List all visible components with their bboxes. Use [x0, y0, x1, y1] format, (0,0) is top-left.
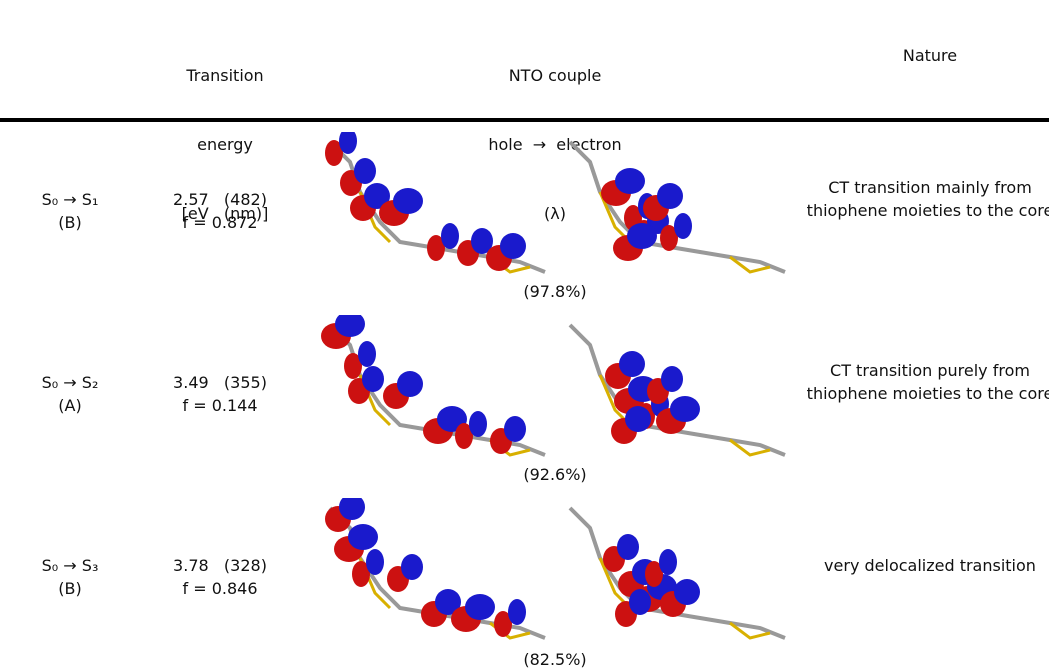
orbital-lobe: [358, 341, 376, 367]
orbital-lobe: [366, 549, 384, 575]
nature: CT transition purely from thiophene moie…: [805, 359, 1049, 405]
orbital-lobe: [670, 396, 700, 422]
orbital-lobe: [659, 549, 677, 575]
orbital-lobe: [657, 183, 683, 209]
energy: 3.78 (328): [173, 554, 267, 577]
orbital-lobe: [629, 589, 651, 615]
orbital-lobe: [508, 599, 526, 625]
orbital-lobe: [465, 594, 495, 620]
header-line: Transition: [182, 64, 269, 87]
molecule: [570, 142, 785, 272]
orbital-lobe: [441, 223, 459, 249]
nto-orbital: [560, 498, 790, 648]
symmetry: (B): [58, 577, 81, 600]
orbital-lobe: [674, 579, 700, 605]
page: {"header": {"energy": ["Transition", "en…: [0, 0, 1049, 671]
weight: (92.6%): [523, 463, 586, 486]
state: S₀ → S₁: [42, 188, 99, 211]
orbital-lobe: [625, 406, 651, 432]
oscillator-strength: f = 0.144: [182, 394, 257, 417]
orbital-lobe: [627, 223, 657, 249]
orbital-lobe: [362, 366, 384, 392]
orbital-lobe: [393, 188, 423, 214]
oscillator-strength: f = 0.846: [182, 577, 257, 600]
symmetry: (B): [58, 211, 81, 234]
nto-orbital: [560, 132, 790, 282]
orbital-lobe: [397, 371, 423, 397]
molecule: [570, 508, 785, 638]
state: S₀ → S₃: [42, 554, 99, 577]
weight: (97.8%): [523, 280, 586, 303]
nto-orbital: [320, 132, 550, 282]
orbital-lobe: [401, 554, 423, 580]
nto-orbital: [320, 315, 550, 465]
orbital-lobe: [504, 416, 526, 442]
symmetry: (A): [58, 394, 81, 417]
energy: 2.57 (482): [173, 188, 267, 211]
header-nature: Nature: [903, 44, 957, 67]
orbital-lobe: [615, 168, 645, 194]
state: S₀ → S₂: [42, 371, 99, 394]
nature: CT transition mainly from thiophene moie…: [805, 176, 1049, 222]
oscillator-strength: f = 0.872: [182, 211, 257, 234]
energy: 3.49 (355): [173, 371, 267, 394]
orbital-lobe: [617, 534, 639, 560]
header-line: NTO couple: [488, 64, 621, 87]
nto-orbital: [320, 498, 550, 648]
orbital-lobe: [500, 233, 526, 259]
header-line: energy: [182, 133, 269, 156]
orbital-lobe: [469, 411, 487, 437]
header-rule: [0, 118, 1049, 122]
nature: very delocalized transition: [805, 554, 1049, 577]
weight: (82.5%): [523, 648, 586, 671]
orbital-lobe: [661, 366, 683, 392]
page-body: Transition energy [eV (nm)] NTO couple h…: [0, 0, 1049, 671]
orbital-lobe: [674, 213, 692, 239]
orbital-lobe: [619, 351, 645, 377]
nto-orbital: [560, 315, 790, 465]
orbital-lobe: [348, 524, 378, 550]
orbital-lobe: [354, 158, 376, 184]
